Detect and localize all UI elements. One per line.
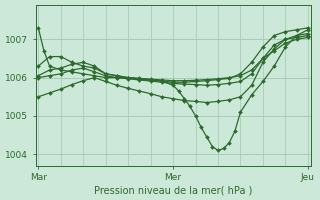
X-axis label: Pression niveau de la mer( hPa ): Pression niveau de la mer( hPa ) bbox=[94, 185, 252, 195]
